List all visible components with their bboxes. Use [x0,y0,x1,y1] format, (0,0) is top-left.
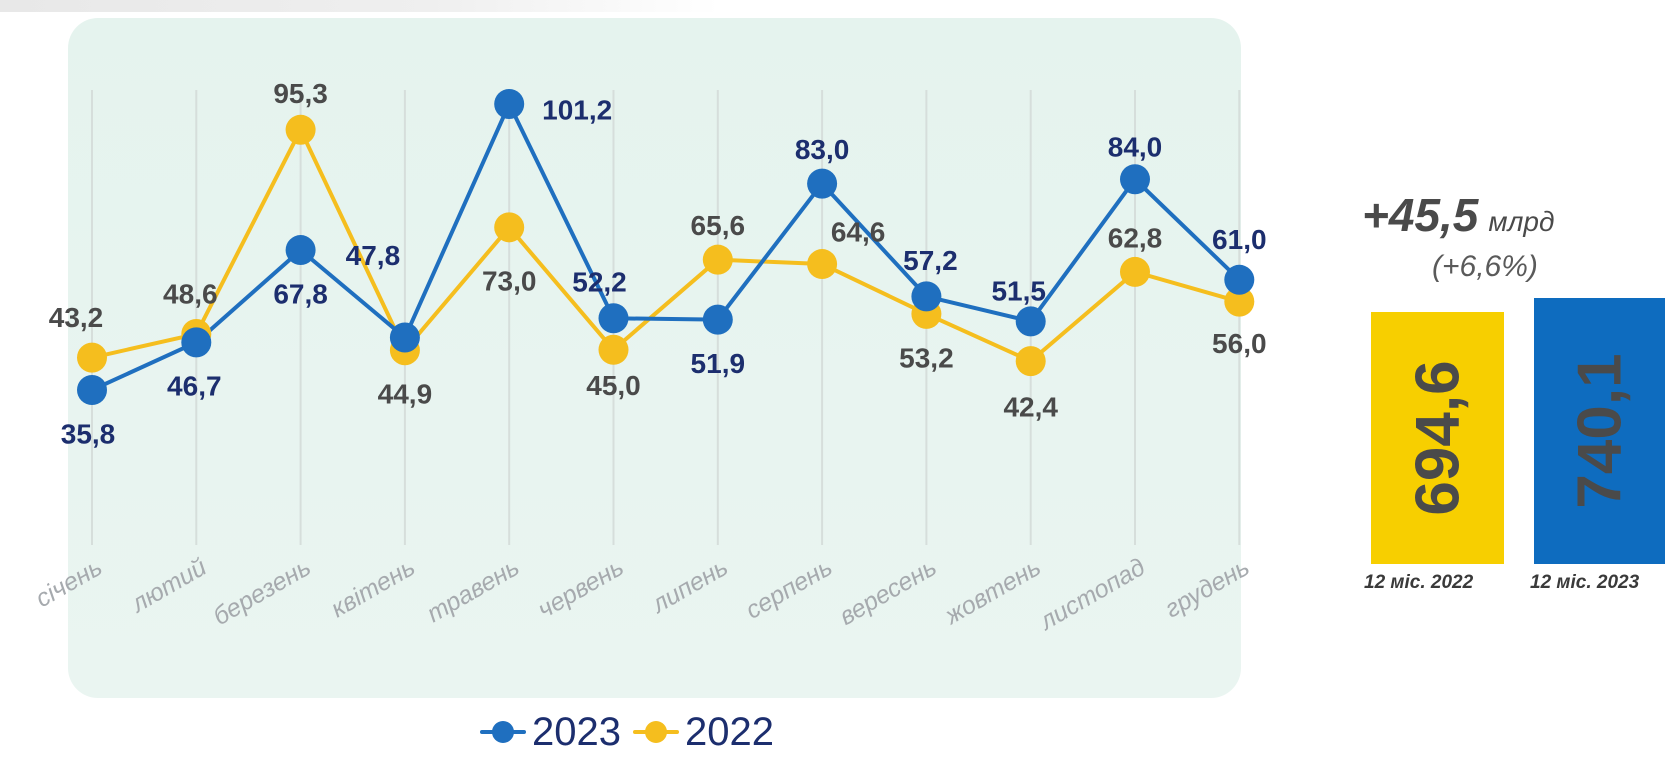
chart-panel [68,18,1241,698]
chart-legend: 2023 2022 [480,709,774,755]
point-2023-5 [494,89,525,119]
legend-label-2022: 2022 [684,709,774,754]
data-label-2023-2: 46,7 [167,371,222,402]
data-label-2023-12: 61,0 [1212,224,1267,255]
x-tick-label-6: червень [533,553,628,624]
point-2023-7 [702,304,733,335]
point-2023-12 [1224,264,1255,295]
x-tick-label-11: листопад [1033,553,1150,637]
data-label-2022-12: 56,0 [1212,328,1267,359]
total-bar-2023-value: 740,1 [1565,353,1634,509]
data-label-2023-4: 47,8 [346,240,401,271]
data-label-2022-10: 42,4 [1003,392,1058,423]
data-label-2023-3: 67,8 [273,278,328,309]
top-title-strip [0,0,720,12]
point-2022-1 [77,342,107,373]
data-label-2023-11: 84,0 [1108,132,1163,163]
data-label-2023-1: 35,8 [61,418,116,449]
point-2022-3 [285,114,316,145]
point-2023-6 [598,303,629,334]
point-2022-6 [598,334,629,365]
total-caption-2023: 12 міс. 2023 [1530,572,1640,593]
point-2022-10 [1015,346,1046,377]
data-label-2023-10: 51,5 [991,276,1046,307]
total-bar-2023: 740,1 [1534,298,1665,564]
legend-marker-2022 [632,720,679,744]
difference-value: +45,5 [1362,189,1479,241]
point-2023-4 [389,322,420,353]
data-label-2023-6: 52,2 [572,267,627,298]
point-2023-9 [911,281,942,312]
series-line-2022 [91,127,1240,364]
series-line-2023 [91,102,1241,392]
x-tick-label-9: вересень [835,553,942,631]
point-2023-8 [807,168,838,199]
point-2023-2 [181,327,212,358]
data-label-2022-3: 95,3 [273,78,328,109]
data-label-2023-8: 83,0 [795,134,850,165]
x-tick-label-5: травень [422,553,524,628]
legend-label-2023: 2023 [532,709,621,754]
total-bar-2022: 694,6 [1371,312,1504,564]
x-tick-label-12: грудень [1160,553,1254,624]
point-2022-7 [702,244,733,275]
legend-item-2022: 2022 [632,709,774,755]
x-tick-label-10: жовтень [939,553,1045,631]
monthly-line-chart: 35,8 46,7 67,8 47,8 101,2 52,2 51,9 83,0 57,2 51,… [31,78,1267,637]
point-2023-3 [285,235,316,266]
point-2023-1 [77,375,107,405]
data-label-2022-7: 65,6 [691,210,746,241]
legend-marker-2023 [480,720,526,744]
x-tick-label-3: березень [208,553,315,631]
data-label-2022-5: 73,0 [482,266,537,297]
x-tick-label-7: липень [646,553,733,620]
point-2023-10 [1015,306,1046,337]
data-label-2022-8: 64,6 [831,216,886,247]
point-2022-5 [494,212,525,243]
point-2023-11 [1120,164,1150,195]
data-label-2022-11: 62,8 [1108,222,1163,253]
x-tick-label-4: квітень [326,553,420,623]
data-label-2023-5: 101,2 [542,94,612,125]
data-label-2022-2: 48,6 [163,278,218,309]
data-label-2023-9: 57,2 [903,245,958,276]
x-tick-label-8: серпень [741,553,837,625]
point-2022-12 [1224,286,1255,317]
legend-item-2023: 2023 [480,710,621,755]
point-2022-8 [807,249,838,280]
x-tick-label-1: січень [31,553,107,613]
data-label-2023-7: 51,9 [691,348,746,379]
difference-unit: млрд [1488,206,1555,237]
total-bar-2022-value: 694,6 [1403,360,1472,516]
x-tick-label-2: лютий [125,553,211,619]
data-label-2022-1: 43,2 [49,302,104,333]
total-caption-2022: 12 міс. 2022 [1364,572,1474,593]
point-2022-11 [1120,256,1150,287]
data-label-2022-9: 53,2 [899,342,954,373]
difference-annotation: +45,5 млрд [1362,188,1662,242]
difference-percent: (+6,6%) [1432,250,1538,283]
data-label-2022-6: 45,0 [586,370,641,401]
data-label-2022-4: 44,9 [378,379,433,410]
